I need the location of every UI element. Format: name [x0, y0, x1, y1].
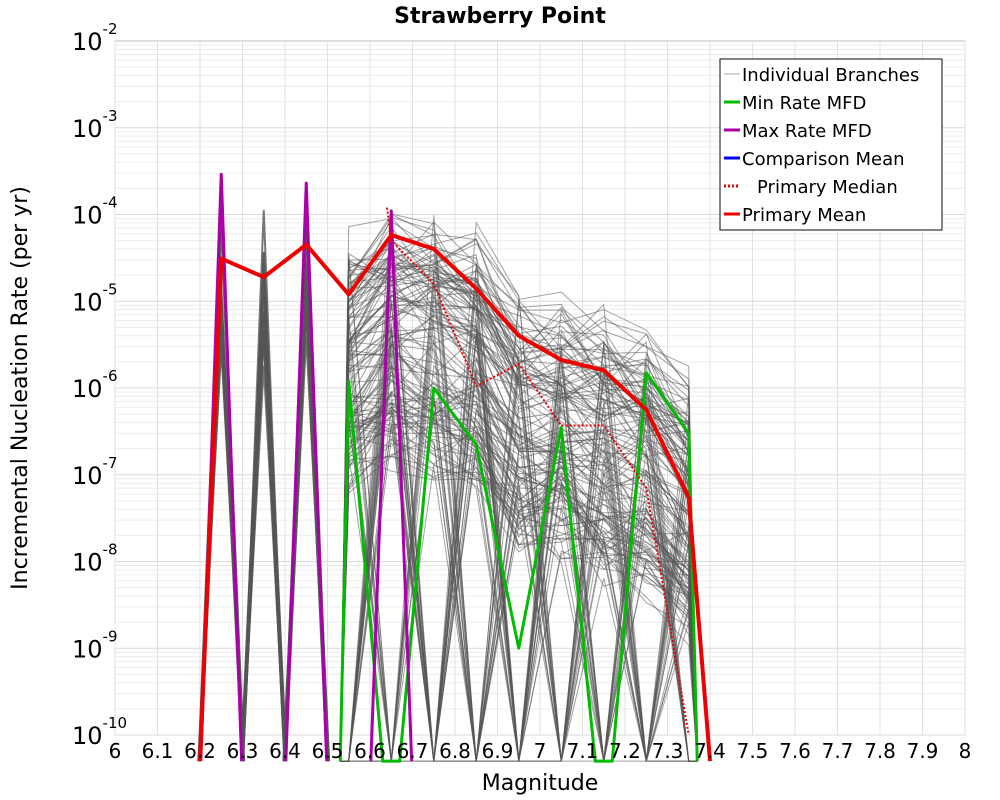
y-tick-exponent: -4	[103, 194, 118, 212]
legend-label: Max Rate MFD	[742, 121, 872, 142]
x-tick-label: 7.1	[567, 739, 599, 763]
y-tick-exponent: -9	[103, 627, 118, 645]
y-tick-exponent: -8	[103, 541, 118, 559]
branch-line	[339, 343, 698, 762]
branch-spike	[241, 252, 287, 762]
branch-line	[339, 361, 698, 762]
x-tick-label: 7.3	[652, 739, 684, 763]
y-tick-exponent: -10	[103, 714, 128, 732]
x-tick-label: 6.9	[482, 739, 514, 763]
branch-line	[339, 409, 698, 762]
x-tick-label: 7.4	[694, 739, 726, 763]
legend-box	[719, 58, 943, 231]
y-tick-label: 10-8	[72, 541, 118, 577]
x-tick-label: 7.2	[609, 739, 641, 763]
branch-line	[340, 438, 698, 762]
y-tick-label: 10-6	[72, 367, 118, 403]
y-tick-exponent: -6	[103, 367, 118, 385]
branch-line	[339, 265, 698, 762]
x-tick-label: 6.5	[312, 739, 344, 763]
y-tick-exponent: -5	[103, 280, 118, 298]
x-tick-label: 6.6	[354, 739, 386, 763]
branch-line	[339, 394, 698, 762]
branch-line	[340, 338, 698, 762]
y-tick-label: 10-4	[72, 194, 118, 230]
x-tick-label: 8	[959, 739, 972, 763]
individual-branches	[197, 187, 698, 762]
branch-line	[339, 285, 698, 762]
chart-title: Strawberry Point	[394, 4, 606, 29]
y-tick-label: 10-2	[72, 20, 118, 56]
x-tick-label: 7.9	[907, 739, 939, 763]
branch-spike	[241, 313, 286, 762]
branch-line	[339, 218, 698, 762]
legend-label: Primary Median	[757, 177, 898, 198]
legend-label: Individual Branches	[742, 65, 919, 86]
branch-line	[339, 252, 698, 762]
branch-line	[339, 330, 698, 762]
branch-line	[339, 287, 698, 762]
branch-line	[339, 315, 698, 762]
x-tick-label: 6.2	[184, 739, 216, 763]
x-tick-label: 6.8	[439, 739, 471, 763]
legend-label: Primary Mean	[742, 205, 866, 226]
series-lines	[198, 172, 712, 763]
branch-line	[339, 315, 698, 762]
y-tick-label: 10-9	[72, 627, 118, 663]
x-tick-label: 6.1	[142, 739, 174, 763]
x-tick-label: 7.5	[737, 739, 769, 763]
y-axis-label: Incremental Nucleation Rate (per yr)	[8, 186, 33, 590]
x-tick-label: 7.6	[779, 739, 811, 763]
series-min-rate-mfd	[338, 371, 699, 763]
x-tick-label: 6.7	[397, 739, 429, 763]
branch-line	[339, 254, 698, 762]
branch-line	[339, 455, 698, 762]
branch-line	[339, 295, 698, 762]
y-tick-label: 10-3	[72, 107, 118, 143]
y-tick-exponent: -7	[103, 454, 118, 472]
branch-line	[339, 397, 698, 762]
series-primary-mean	[198, 233, 712, 762]
y-tick-label: 10-7	[72, 454, 118, 490]
x-tick-label: 6	[109, 739, 122, 763]
x-tick-label: 6.4	[269, 739, 301, 763]
legend-label: Min Rate MFD	[742, 93, 866, 114]
branch-line	[339, 255, 698, 762]
x-tick-label: 7.8	[864, 739, 896, 763]
x-tick-label: 7	[534, 739, 547, 763]
branch-line	[339, 248, 698, 762]
legend-label: Comparison Mean	[742, 149, 905, 170]
legend: Individual Branches Min Rate MFD Max Rate …	[719, 58, 943, 231]
branch-line	[339, 438, 698, 762]
x-axis-label: Magnitude	[482, 771, 599, 796]
branch-line	[339, 300, 698, 762]
branch-line	[339, 405, 698, 762]
branch-line	[339, 308, 698, 762]
y-tick-exponent: -3	[103, 107, 118, 125]
y-tick-label: 10-5	[72, 280, 118, 316]
y-tick-exponent: -2	[103, 20, 118, 38]
x-tick-label: 7.7	[822, 739, 854, 763]
x-tick-labels: 6 6.1 6.2 6.3 6.4 6.5 6.6 6.7 6.8 6.9 7 7.1 7.2 7.3 7.…	[109, 739, 972, 763]
branch-line	[340, 263, 698, 762]
branch-line	[339, 353, 698, 762]
x-tick-label: 6.3	[227, 739, 259, 763]
series-primary-median	[386, 207, 690, 736]
branch-line	[339, 349, 698, 762]
